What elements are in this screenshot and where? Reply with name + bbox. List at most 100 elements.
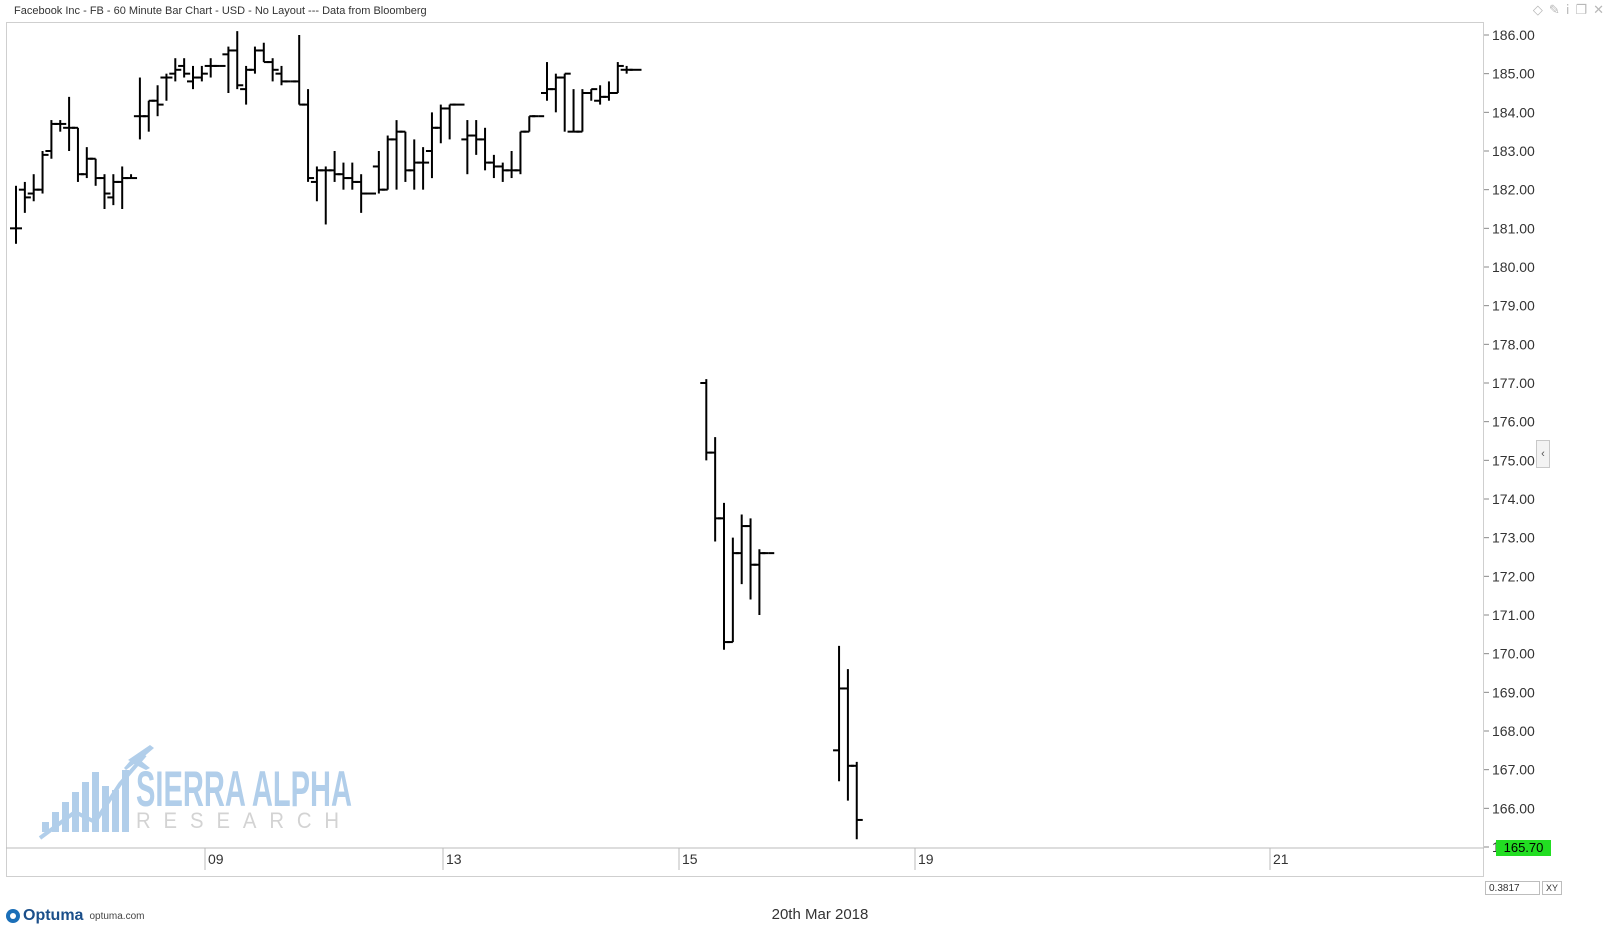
ohlc-bar — [496, 162, 509, 182]
zoom-value-field[interactable]: 0.3817 — [1485, 881, 1540, 895]
ohlc-bar — [80, 147, 93, 179]
ohlc-bar — [319, 166, 332, 225]
x-tick-label: 19 — [918, 851, 934, 867]
ohlc-bar — [735, 514, 748, 585]
ohlc-bar — [89, 157, 102, 186]
info-icon[interactable]: ⅰ — [1565, 2, 1576, 17]
watermark-bars-icon — [42, 770, 129, 832]
ohlc-bar — [346, 162, 359, 190]
last-price-label: 165.70 — [1496, 840, 1551, 856]
diamond-icon[interactable]: ◇ — [1532, 2, 1549, 17]
y-tick-label: 166.00 — [1492, 800, 1535, 816]
x-tick-label: 21 — [1273, 851, 1289, 867]
ohlc-bar — [700, 379, 713, 461]
ohlc-bar — [54, 120, 67, 132]
ohlc-bar — [549, 73, 562, 113]
y-tick-label: 179.00 — [1492, 298, 1535, 314]
y-tick-label: 169.00 — [1492, 684, 1535, 700]
chevron-left-icon: ‹ — [1541, 448, 1545, 460]
chart-date: 20th Mar 2018 — [771, 906, 869, 923]
ohlc-bar — [718, 502, 730, 650]
ohlc-bar — [222, 46, 235, 93]
xy-toggle-button[interactable]: XY — [1542, 881, 1562, 895]
ohlc-bar — [514, 130, 527, 175]
ohlc-bar — [850, 761, 863, 840]
y-tick-label: 175.00 — [1492, 452, 1535, 468]
ohlc-bar — [328, 151, 341, 182]
collapse-panel-button[interactable]: ‹ — [1536, 440, 1550, 468]
watermark-line2: RESEARCH — [136, 808, 352, 833]
ohlc-bar — [302, 89, 315, 182]
x-axis: 09 13 15 19 21 — [6, 847, 1484, 870]
ohlc-bar — [479, 127, 492, 171]
ohlc-bar — [98, 174, 111, 209]
ohlc-bar — [36, 151, 49, 194]
plane-icon — [124, 745, 154, 770]
ohlc-bar — [231, 31, 244, 90]
y-tick-label: 183.00 — [1492, 143, 1535, 159]
pin-icon[interactable]: ✎ — [1548, 2, 1566, 17]
x-tick-label: 13 — [446, 851, 462, 867]
x-tick-label: 09 — [208, 851, 224, 867]
ohlc-bar — [151, 85, 164, 117]
ohlc-bar — [709, 437, 722, 542]
ohlc-bar — [293, 35, 306, 106]
ohlc-bar — [10, 185, 22, 244]
ohlc-bar — [753, 549, 766, 615]
ohlc-bar — [833, 645, 846, 782]
ohlc-bar — [434, 104, 447, 144]
watermark-line1: SIERRA ALPHA — [136, 761, 352, 817]
ohlc-bar — [408, 139, 421, 190]
y-tick-label: 185.00 — [1492, 66, 1535, 82]
ohlc-bar — [417, 147, 430, 190]
brand[interactable]: Optuma optuma.com — [6, 906, 144, 926]
ohlc-bar — [160, 73, 173, 101]
ohlc-bar — [178, 58, 191, 78]
y-tick-label: 177.00 — [1492, 375, 1535, 391]
y-axis: 186.00 185.00 184.00 183.00 182.00 181.00 180.… — [1484, 27, 1535, 855]
close-icon[interactable]: ✕ — [1593, 2, 1610, 17]
ohlc-bar — [399, 130, 412, 182]
y-tick-label: 178.00 — [1492, 336, 1535, 352]
ohlc-bar — [390, 120, 403, 190]
y-tick-label: 176.00 — [1492, 414, 1535, 430]
ohlc-bar — [585, 88, 598, 101]
y-tick-label: 172.00 — [1492, 568, 1535, 584]
y-tick-label: 167.00 — [1492, 762, 1535, 778]
ohlc-bar — [310, 166, 323, 202]
ohlc-bar — [602, 81, 615, 101]
ohlc-bar — [443, 103, 456, 140]
watermark-trend-icon — [38, 753, 147, 840]
x-tick-label: 15 — [682, 851, 698, 867]
brand-url[interactable]: optuma.com — [89, 910, 145, 922]
optuma-logo-icon — [6, 909, 20, 923]
ohlc-bar — [195, 65, 208, 82]
ohlc-bar — [381, 135, 394, 191]
ohlc-bar — [567, 89, 580, 133]
chart-svg: SIERRA ALPHA RESEARCH 186.00 185.00 184.00… — [6, 27, 1535, 870]
ohlc-bar — [541, 62, 553, 101]
y-tick-label: 186.00 — [1492, 27, 1535, 43]
ohlc-bar — [18, 181, 31, 213]
y-tick-label: 170.00 — [1492, 646, 1535, 662]
y-tick-label: 184.00 — [1492, 104, 1535, 120]
ohlc-bar — [116, 166, 129, 209]
y-tick-label: 173.00 — [1492, 530, 1535, 546]
y-tick-label: 174.00 — [1492, 491, 1535, 507]
ohlc-bar — [266, 58, 279, 82]
ohlc-bar — [425, 112, 438, 179]
brand-name: Optuma — [23, 907, 84, 924]
watermark-logo: SIERRA ALPHA RESEARCH — [38, 745, 352, 840]
ohlc-bar — [133, 77, 146, 140]
ohlc-bar — [611, 62, 624, 94]
ohlc-bar — [576, 89, 589, 133]
ohlc-bar — [558, 72, 571, 132]
window-icon[interactable]: ❐ — [1575, 2, 1594, 17]
ohlc-bar — [470, 120, 483, 155]
ohlc-bar — [744, 518, 757, 600]
plot-area[interactable] — [6, 22, 1484, 877]
y-tick-label: 182.00 — [1492, 182, 1535, 198]
ohlc-bar — [125, 174, 138, 180]
y-tick-label: 171.00 — [1492, 607, 1535, 623]
ohlc-bar — [523, 115, 536, 133]
